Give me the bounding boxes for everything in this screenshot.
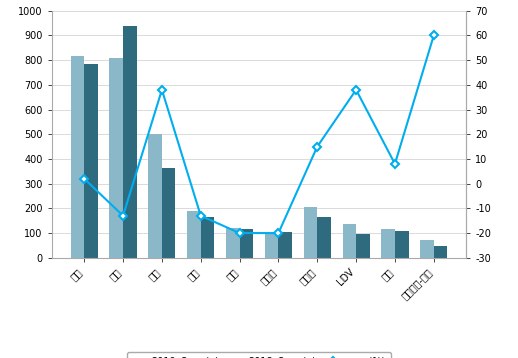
Bar — [381, 229, 395, 258]
Bar — [162, 168, 176, 258]
同比增长(%) — [314, 144, 320, 149]
Bar — [226, 228, 240, 258]
Bar — [123, 25, 137, 258]
同比增长(%) — [159, 88, 165, 92]
Bar — [187, 211, 201, 258]
Bar — [84, 64, 98, 258]
Bar — [395, 231, 409, 258]
同比增长(%) — [430, 33, 437, 38]
Legend: 2019年2月完成(辆), 2018年2月完成(辆), 同比增长(%): 2019年2月完成(辆), 2018年2月完成(辆), 同比增长(%) — [127, 352, 391, 358]
Bar — [342, 224, 356, 258]
Bar — [278, 232, 292, 258]
Bar — [317, 217, 331, 258]
同比增长(%) — [275, 231, 281, 235]
Bar — [240, 229, 253, 258]
Bar — [420, 240, 434, 258]
Bar — [148, 134, 162, 258]
同比增长(%) — [81, 176, 88, 181]
同比增长(%) — [237, 231, 243, 235]
Bar — [434, 246, 448, 258]
同比增长(%) — [120, 214, 126, 218]
同比增长(%) — [198, 214, 204, 218]
同比增长(%) — [353, 88, 359, 92]
Bar — [109, 58, 123, 258]
Bar — [356, 234, 370, 258]
Bar — [265, 233, 278, 258]
Bar — [304, 207, 317, 258]
Bar — [70, 57, 84, 258]
Bar — [201, 217, 214, 258]
Line: 同比增长(%): 同比增长(%) — [81, 32, 437, 236]
同比增长(%) — [392, 162, 398, 166]
